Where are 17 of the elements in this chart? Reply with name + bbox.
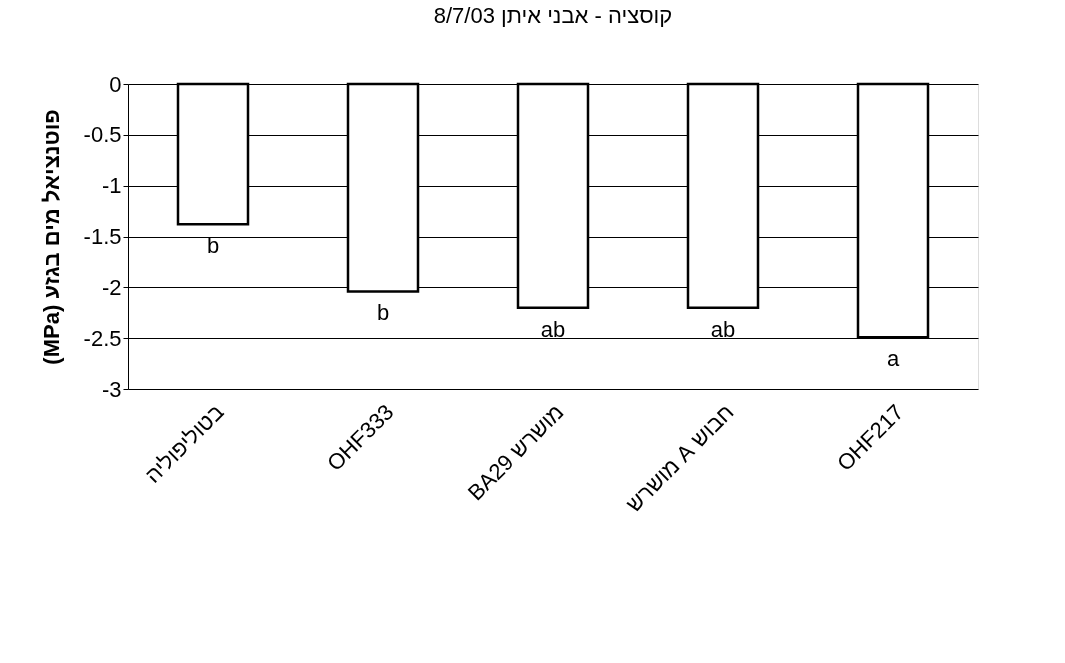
annotation: ab <box>540 316 566 342</box>
x-tick-label: בטוליפוליה <box>140 399 229 488</box>
annotation: b <box>206 233 220 259</box>
y-tick-label: -3 <box>101 376 122 402</box>
annotation: ab <box>710 316 736 342</box>
y-tick-label: -2.5 <box>83 325 122 351</box>
x-tick-label: מושרש BA29 <box>462 399 569 506</box>
annotation: b <box>376 300 390 326</box>
x-tick-label: חבוש A מושרש <box>621 399 739 517</box>
y-axis-title: פוטנציאל מים בגזע (MPa) <box>38 109 64 365</box>
y-tick-label: -0.5 <box>83 122 122 148</box>
annotation: a <box>886 346 900 372</box>
chart-title: קוסציה - אבני איתן 8/7/03 <box>433 3 673 28</box>
y-tick-label: -1.5 <box>83 224 122 249</box>
y-tick-label: -1 <box>101 173 122 199</box>
y-tick-label: 0 <box>109 71 122 97</box>
y-tick-label: -2 <box>101 274 122 300</box>
